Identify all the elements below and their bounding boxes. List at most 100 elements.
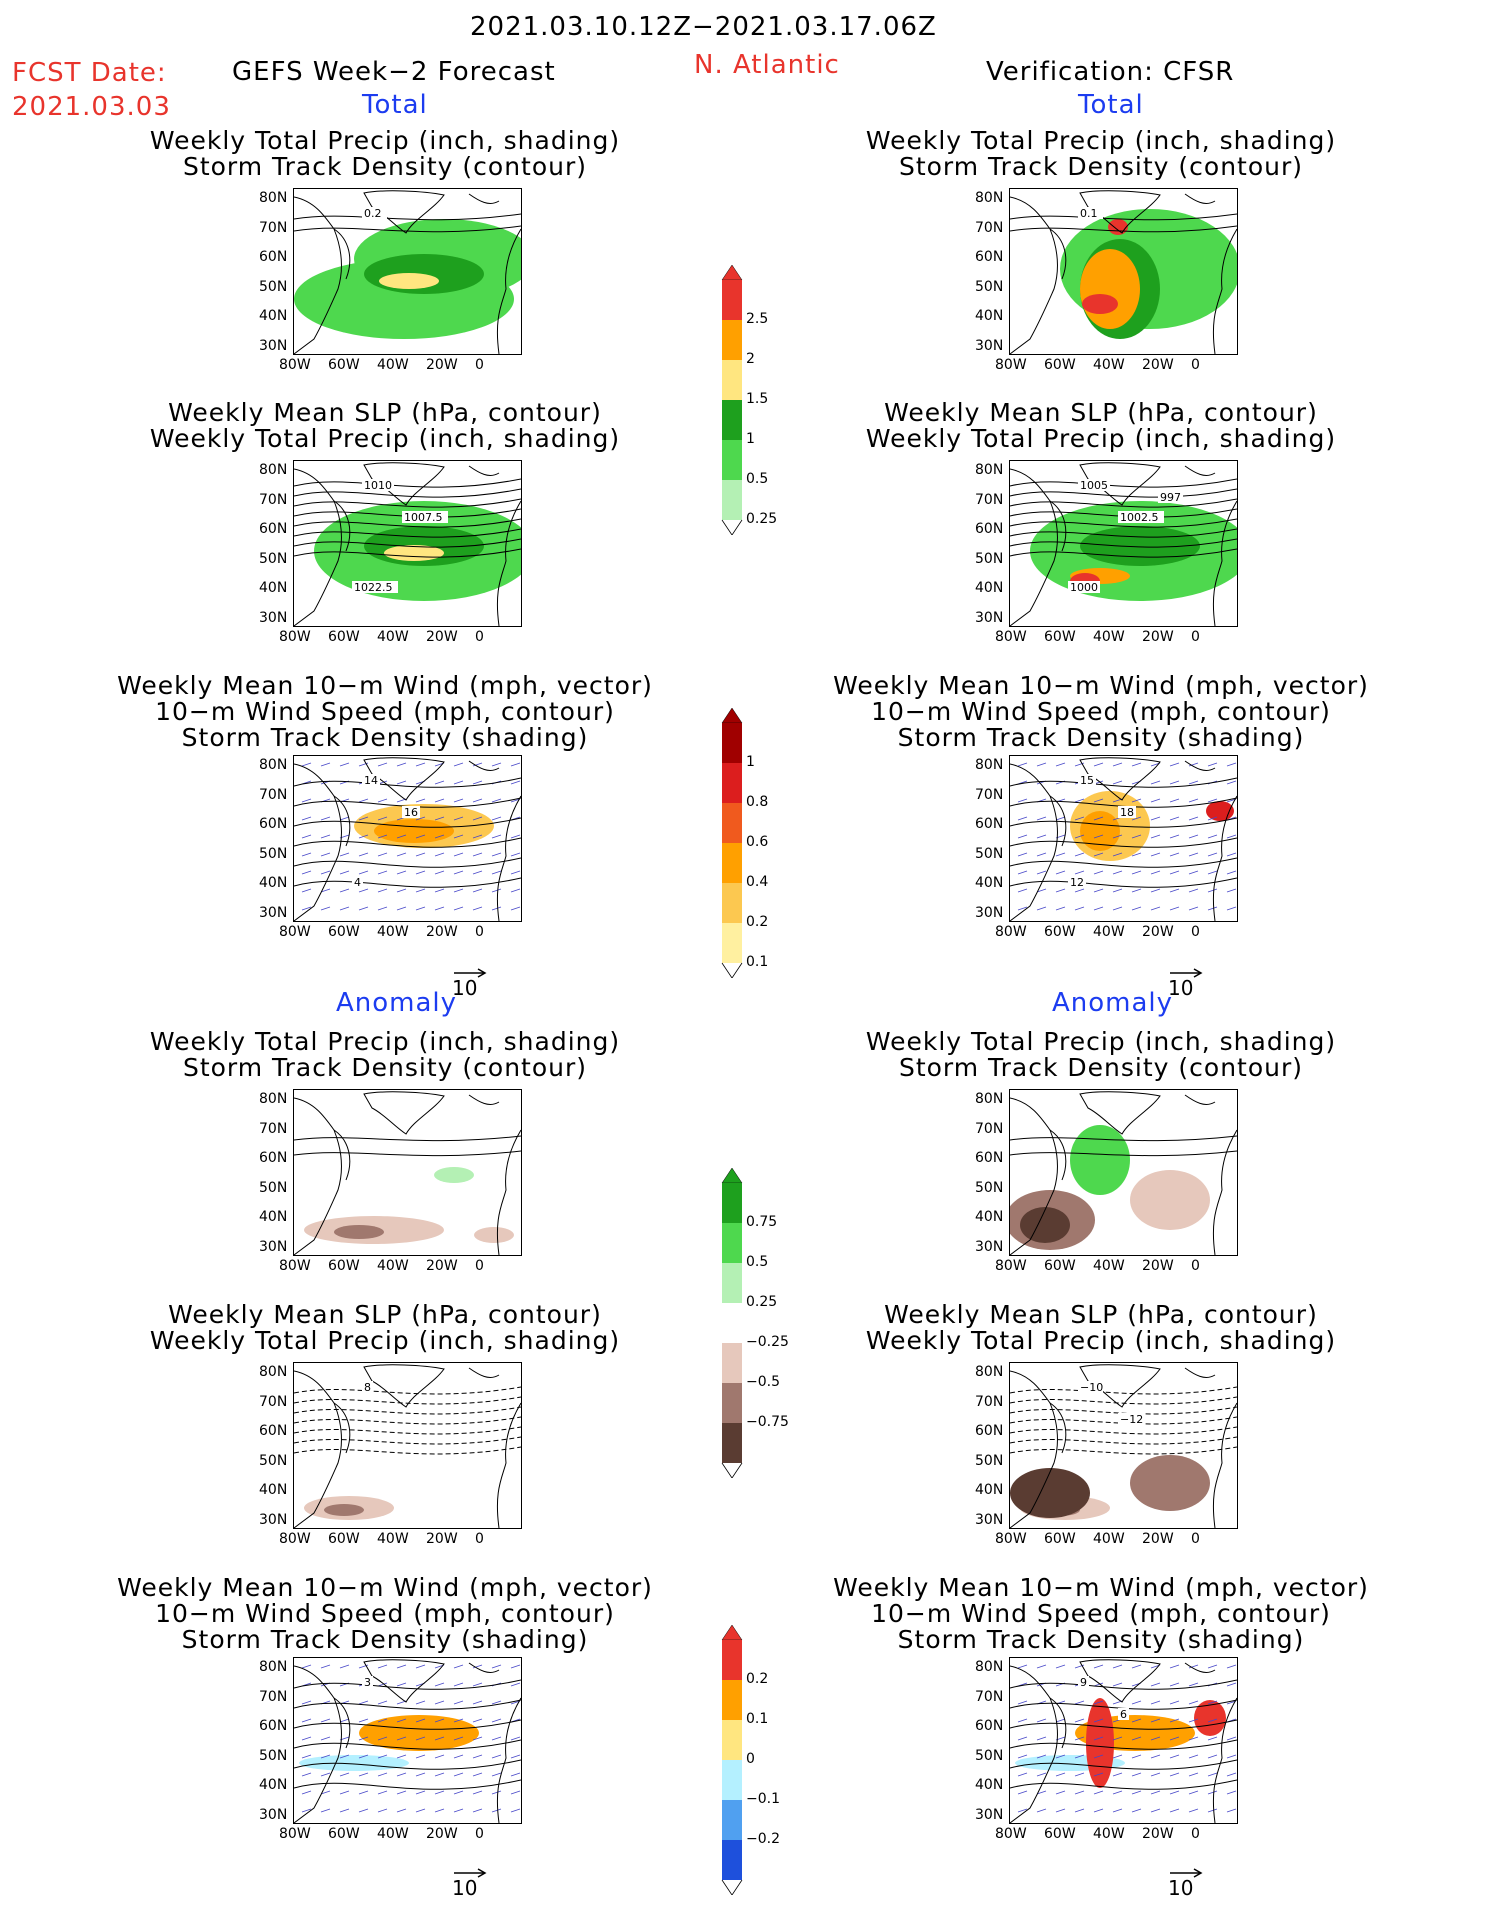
wind-vector [1055, 1790, 1066, 1795]
wind-vector [1055, 1718, 1066, 1723]
wind-vector [491, 870, 502, 875]
lon-tick-label: 0 [475, 357, 484, 373]
wind-vector [396, 834, 407, 839]
wind-vector [1131, 1664, 1142, 1669]
lat-tick-label: 50N [975, 845, 1004, 862]
lon-tick-label: 20W [1142, 629, 1174, 645]
wind-vector [453, 816, 464, 821]
wind-vector [1074, 1808, 1085, 1813]
contour-line [1010, 548, 1237, 558]
lat-tick-label: 40N [975, 875, 1004, 891]
wind-vector [301, 834, 312, 839]
wind-vector [1131, 798, 1142, 803]
wind-vector [1169, 906, 1180, 911]
lat-tick-label: 70N [259, 491, 288, 508]
precip-shading [1080, 526, 1200, 566]
wind-vector [1169, 1700, 1180, 1705]
wind-vector [339, 1790, 350, 1795]
wind-vector [1055, 1808, 1066, 1813]
lat-tick-label: 30N [975, 1511, 1004, 1528]
lat-tick-label: 40N [259, 308, 288, 324]
wind-vector [1188, 1808, 1199, 1813]
wind-vector [377, 906, 388, 911]
wind-vector [1150, 1790, 1161, 1795]
wind-vector [1112, 906, 1123, 911]
lat-tick-label: 30N [975, 1238, 1004, 1255]
wind-vector [434, 1682, 445, 1687]
wind-vector [1017, 1700, 1028, 1705]
lat-tick-label: 60N [259, 249, 288, 265]
wind-vector [1074, 1736, 1085, 1741]
wind-vector [1017, 1808, 1028, 1813]
wind-vector [320, 1808, 331, 1813]
wind-vector [415, 798, 426, 803]
wind-vector [1093, 870, 1104, 875]
wind-vector [1169, 852, 1180, 857]
lat-tick-label: 50N [975, 278, 1004, 295]
region-title: N. Atlantic [694, 50, 840, 80]
lat-tick-label: 50N [259, 1747, 288, 1764]
wind-vector [491, 816, 502, 821]
total-label-left: Total [362, 90, 428, 120]
wind-vector [339, 870, 350, 875]
wind-vector [377, 1718, 388, 1723]
colorbar-segment [722, 1423, 742, 1463]
colorbar-label: 0 [746, 1751, 755, 1767]
wind-vector [1093, 762, 1104, 767]
colorbar-label: 0.6 [746, 834, 769, 850]
contour-line [1010, 1406, 1237, 1415]
wind-vector [377, 816, 388, 821]
wind-vector [1112, 1790, 1123, 1795]
wind-vector [453, 780, 464, 785]
wind-vector [301, 1772, 312, 1777]
wind-vector [377, 870, 388, 875]
wind-vector [1017, 1772, 1028, 1777]
contour-line [294, 225, 521, 233]
contour-line [1010, 1759, 1237, 1770]
wind-vector [1074, 816, 1085, 821]
colorbar-segment [722, 1840, 742, 1880]
wind-vector [1169, 1772, 1180, 1777]
colorbar-label: 0.8 [746, 794, 769, 810]
wind-vector [472, 888, 483, 893]
lat-tick-label: 70N [259, 1120, 288, 1137]
lat-tick-label: 50N [259, 278, 288, 295]
map-fc-total-slp: 1010 1007.5 1022.5 [293, 460, 522, 627]
wind-vector [1226, 1772, 1237, 1777]
wind-vector [1226, 888, 1237, 893]
wind-vector [1074, 1718, 1085, 1723]
wind-vector [377, 1682, 388, 1687]
wind-vector [1188, 906, 1199, 911]
lon-tick-label: 40W [1093, 1531, 1125, 1547]
wind-vector [1074, 852, 1085, 857]
lat-tick-label: 40N [259, 1777, 288, 1793]
wind-vector [415, 816, 426, 821]
lon-tick-label: 80W [279, 629, 311, 645]
wind-vector [472, 834, 483, 839]
colorbar-segment [722, 763, 742, 803]
wind-vector [1074, 870, 1085, 875]
wind-vector [491, 1772, 502, 1777]
wind-vector [377, 852, 388, 857]
wind-vector [377, 1664, 388, 1669]
colorbar-label: 1.5 [746, 391, 769, 407]
contour-line [1010, 1446, 1237, 1455]
contour-line [1010, 877, 1237, 888]
wind-vector [510, 780, 521, 785]
lat-tick-label: 70N [975, 1120, 1004, 1137]
wind-vector [434, 888, 445, 893]
wind-vector [1074, 1700, 1085, 1705]
wind-vector [1169, 870, 1180, 875]
colorbar-segment [722, 1263, 742, 1303]
contour-line [294, 857, 521, 868]
contour-line [1010, 1426, 1237, 1435]
wind-vector [377, 1790, 388, 1795]
wind-vector [301, 1808, 312, 1813]
wind-vector [434, 1790, 445, 1795]
lon-tick-label: 80W [995, 1531, 1027, 1547]
contour-line [1010, 478, 1237, 488]
wind-vector [1188, 1700, 1199, 1705]
wind-vector [1207, 1736, 1218, 1741]
wind-vector [415, 870, 426, 875]
